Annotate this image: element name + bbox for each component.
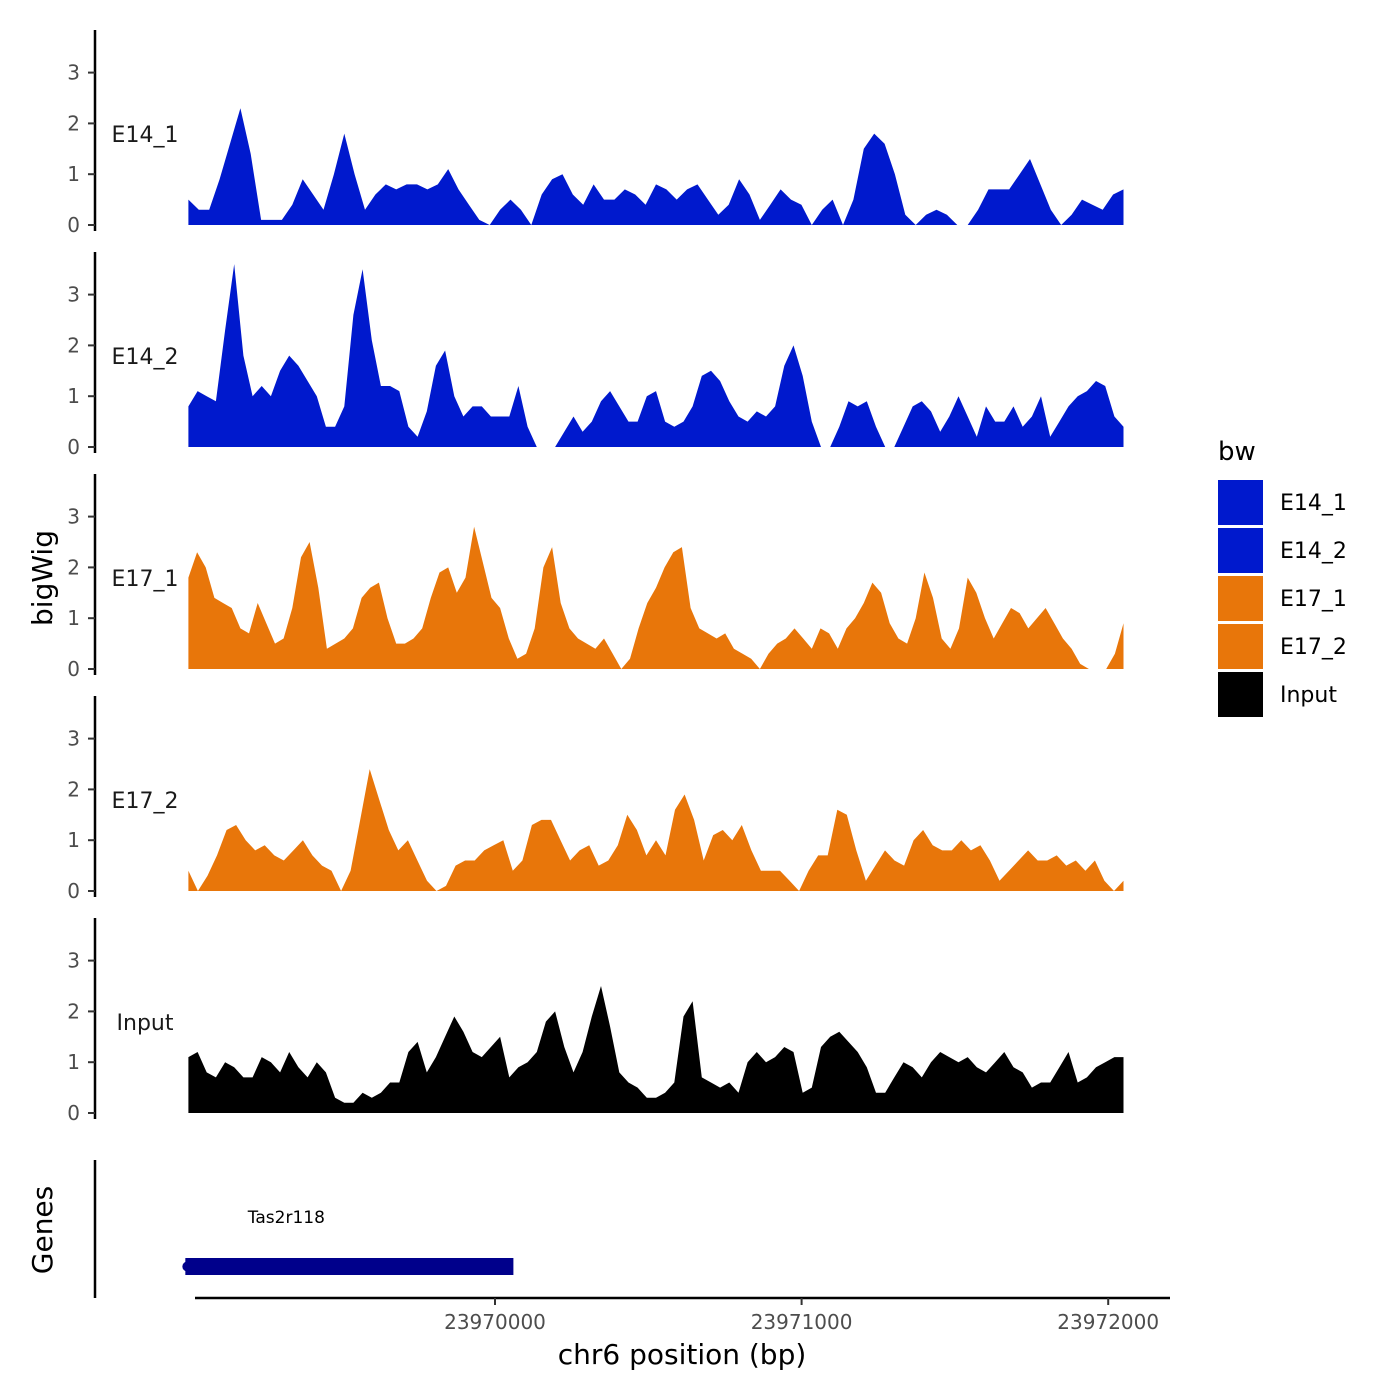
track-panels: 0 1 2 3 E14_1 0 1 2 3 E14_2 0 1 2 3 E17_1 0 1 2 3 E17_2 0 1 2 3… xyxy=(67,30,1123,1125)
legend-label-Input: Input xyxy=(1280,683,1337,708)
x-axis-title: chr6 position (bp) xyxy=(558,1338,807,1371)
track-label: E17_1 xyxy=(112,567,179,592)
legend-label-E17_1: E17_1 xyxy=(1280,587,1347,612)
gene-label: Tas2r118 xyxy=(247,1208,325,1228)
legend-swatch-E14_1 xyxy=(1218,480,1263,525)
y-tick-label: 3 xyxy=(67,505,80,529)
y-tick-label: 2 xyxy=(67,333,80,357)
y-axis-title: bigWig xyxy=(26,530,59,626)
legend-title: bw xyxy=(1218,437,1256,467)
gene-bar xyxy=(185,1258,513,1275)
genome-tracks-chart: 0123E14_10123E14_20123E17_10123E17_20123… xyxy=(0,0,1400,1400)
gene-start-marker xyxy=(182,1262,192,1272)
y-tick-label: 0 xyxy=(67,435,80,459)
track-Input: 0 1 2 3 Input xyxy=(67,918,1123,1125)
y-tick-label: 3 xyxy=(67,61,80,85)
legend-label-E17_2: E17_2 xyxy=(1280,635,1347,660)
track-E17_2: 0 1 2 3 E17_2 xyxy=(67,696,1123,903)
area-E17_2 xyxy=(188,769,1123,891)
track-E17_1: 0 1 2 3 E17_1 xyxy=(67,474,1123,681)
area-E14_1 xyxy=(188,108,1123,225)
area-E17_1 xyxy=(188,527,1123,669)
legend-swatch-E17_1 xyxy=(1218,576,1263,621)
genes-axis-title: Genes xyxy=(26,1186,59,1274)
y-tick-label: 1 xyxy=(67,162,80,186)
y-tick-label: 2 xyxy=(67,777,80,801)
y-tick-label: 2 xyxy=(67,555,80,579)
x-axis: 23970000 23971000 23972000 xyxy=(195,1298,1170,1334)
y-tick-label: 1 xyxy=(67,384,80,408)
y-tick-label: 1 xyxy=(67,606,80,630)
area-Input xyxy=(188,986,1123,1113)
track-label: E17_2 xyxy=(112,789,179,814)
y-tick-label: 0 xyxy=(67,879,80,903)
y-tick-label: 0 xyxy=(67,1101,80,1125)
y-tick-label: 2 xyxy=(67,111,80,135)
genes-panel: Tas2r118 xyxy=(95,1160,513,1298)
y-tick-label: 0 xyxy=(67,213,80,237)
track-label: E14_2 xyxy=(112,345,179,370)
track-label: Input xyxy=(117,1011,174,1036)
y-tick-label: 1 xyxy=(67,828,80,852)
x-tick-label: 23972000 xyxy=(1057,1310,1159,1334)
x-tick-label: 23970000 xyxy=(444,1310,546,1334)
track-E14_2: 0 1 2 3 E14_2 xyxy=(67,252,1123,459)
legend-label-E14_1: E14_1 xyxy=(1280,491,1347,516)
x-tick-label: 23971000 xyxy=(751,1310,853,1334)
y-tick-label: 3 xyxy=(67,727,80,751)
legend-swatch-E17_2 xyxy=(1218,624,1263,669)
legend-label-E14_2: E14_2 xyxy=(1280,539,1347,564)
area-E14_2 xyxy=(188,264,1123,447)
legend-swatch-Input xyxy=(1218,672,1263,717)
y-tick-label: 3 xyxy=(67,949,80,973)
track-E14_1: 0 1 2 3 E14_1 xyxy=(67,30,1123,237)
track-label: E14_1 xyxy=(112,123,179,148)
y-tick-label: 1 xyxy=(67,1050,80,1074)
y-tick-label: 0 xyxy=(67,657,80,681)
legend: bw E14_1 E14_2 E17_1 E17_2 Input xyxy=(1218,437,1347,717)
y-tick-label: 3 xyxy=(67,283,80,307)
legend-swatch-E14_2 xyxy=(1218,528,1263,573)
y-tick-label: 2 xyxy=(67,999,80,1023)
